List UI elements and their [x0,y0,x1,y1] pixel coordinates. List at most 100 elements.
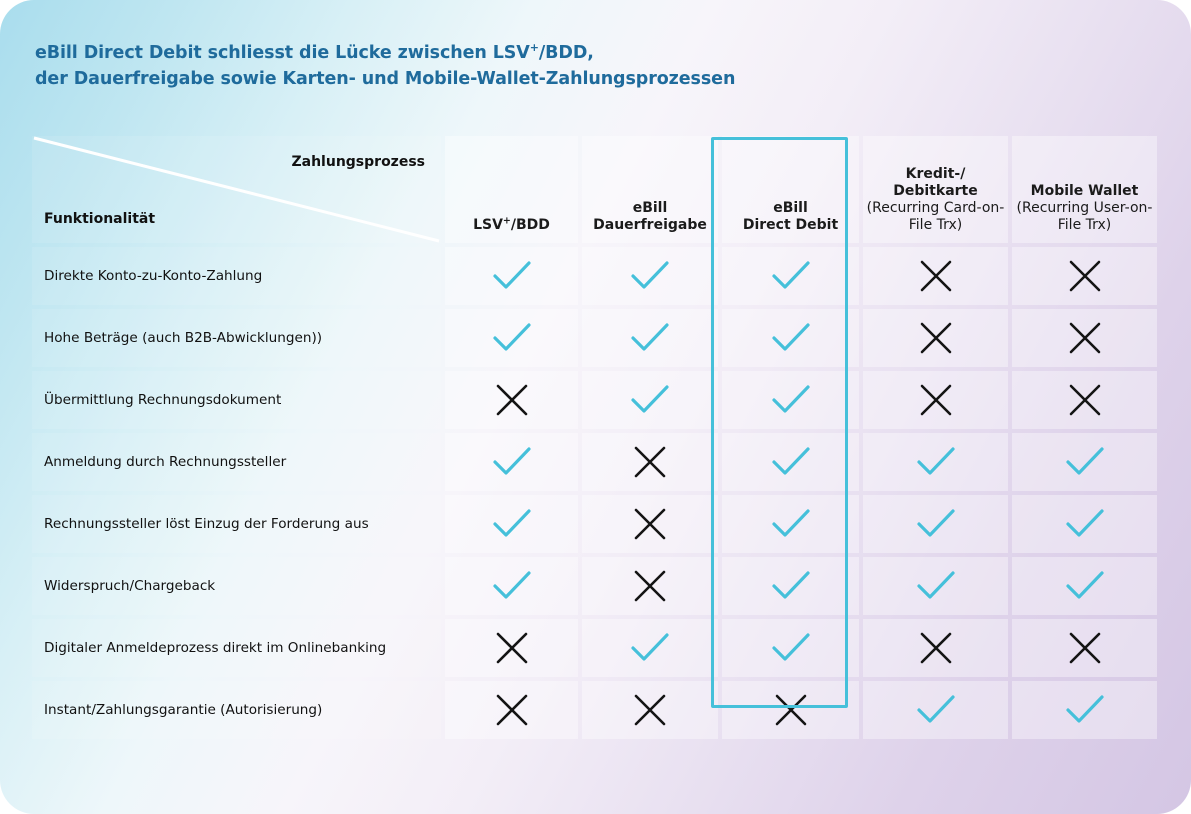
cell-supported [445,557,578,615]
cell-not-supported [445,619,578,677]
cross-icon [775,694,806,726]
cell-supported [582,247,718,305]
check-icon [631,385,669,413]
check-mark [770,569,812,603]
column-header-ebill-direct-debit: eBill Direct Debit [722,136,859,243]
check-mark [770,259,812,293]
column-header-kredit-debitkarte-subtitle: (Recurring Card-on-File Trx) [866,200,1005,233]
cross-icon [920,632,951,664]
cell-supported [1012,681,1157,739]
check-mark [770,321,812,355]
check-mark [491,445,533,479]
check-icon [492,323,531,351]
cross-icon [920,260,951,292]
check-icon [492,261,531,289]
row-label: Instant/Zahlungsgarantie (Autorisierung) [32,681,441,739]
cross-mark [632,692,668,728]
cross-mark [918,258,954,294]
cross-mark [632,506,668,542]
cross-icon [920,384,951,416]
title-line-2: der Dauerfreigabe sowie Karten- und Mobi… [35,69,736,89]
cell-supported [582,371,718,429]
cross-mark [1067,320,1103,356]
check-mark [491,321,533,355]
check-mark [770,507,812,541]
cell-not-supported [582,495,718,553]
check-mark [491,507,533,541]
cell-supported [722,619,859,677]
cross-mark [1067,382,1103,418]
check-icon [916,695,955,723]
column-header-ebill-dauerfreigabe-line1: eBill [632,200,668,216]
cross-icon [1069,384,1100,416]
cell-supported [722,495,859,553]
check-icon [631,633,669,661]
cross-mark [1067,630,1103,666]
cell-supported [863,681,1008,739]
check-icon [916,571,955,599]
check-icon [1065,447,1104,475]
cross-icon [1069,322,1100,354]
column-header-ebill-direct-debit-line2: Direct Debit [742,217,839,233]
check-mark [1064,693,1106,727]
cross-icon [920,322,951,354]
row-label: Übermittlung Rechnungsdokument [32,371,441,429]
check-icon [916,509,955,537]
cross-icon [496,632,527,664]
cell-supported [445,309,578,367]
title-line-1: eBill Direct Debit schliesst die Lücke z… [35,40,935,66]
cell-supported [582,309,718,367]
check-icon [916,447,955,475]
check-mark [629,259,671,293]
cross-icon [634,508,666,540]
check-mark [770,445,812,479]
cell-not-supported [445,371,578,429]
check-icon [771,261,810,289]
column-header-ebill-dauerfreigabe: eBill Dauerfreigabe [582,136,718,243]
cell-supported [863,495,1008,553]
check-mark [915,445,957,479]
page-title: eBill Direct Debit schliesst die Lücke z… [35,40,935,92]
cell-supported [722,433,859,491]
cross-icon [496,694,527,726]
check-icon [631,323,669,351]
column-header-mobile-wallet-subtitle: (Recurring User-on-File Trx) [1016,200,1153,233]
check-icon [1065,571,1104,599]
row-label: Widerspruch/Chargeback [32,557,441,615]
column-header-lsv-bdd-superscript: + [502,215,511,227]
check-icon [771,447,810,475]
check-icon [771,385,810,413]
check-mark [491,259,533,293]
row-axis-label: Funktionalität [44,211,156,227]
check-icon [492,509,531,537]
title-line-1-pre: eBill Direct Debit schliesst die Lücke z… [35,43,530,63]
cross-mark [773,692,809,728]
check-mark [915,569,957,603]
cross-icon [1069,632,1100,664]
cell-not-supported [1012,247,1157,305]
cross-icon [634,446,666,478]
check-icon [492,447,531,475]
cell-not-supported [582,433,718,491]
cell-not-supported [1012,371,1157,429]
column-header-ebill-direct-debit-line1: eBill [773,200,808,216]
cell-supported [445,433,578,491]
check-mark [1064,507,1106,541]
cell-supported [445,495,578,553]
cross-mark [918,630,954,666]
cross-mark [918,320,954,356]
row-label: Direkte Konto-zu-Konto-Zahlung [32,247,441,305]
row-label: Rechnungssteller löst Einzug der Forderu… [32,495,441,553]
cross-mark [1067,258,1103,294]
check-icon [1065,509,1104,537]
check-mark [1064,569,1106,603]
title-line-1-post: /BDD, [538,43,594,63]
check-icon [771,633,810,661]
comparison-table: Zahlungsprozess Funktionalität LSV+/BDD … [32,136,1157,739]
cell-supported [1012,557,1157,615]
cell-not-supported [863,247,1008,305]
column-header-mobile-wallet-line1: Mobile Wallet [1030,183,1139,199]
cross-icon [1069,260,1100,292]
check-mark [491,569,533,603]
